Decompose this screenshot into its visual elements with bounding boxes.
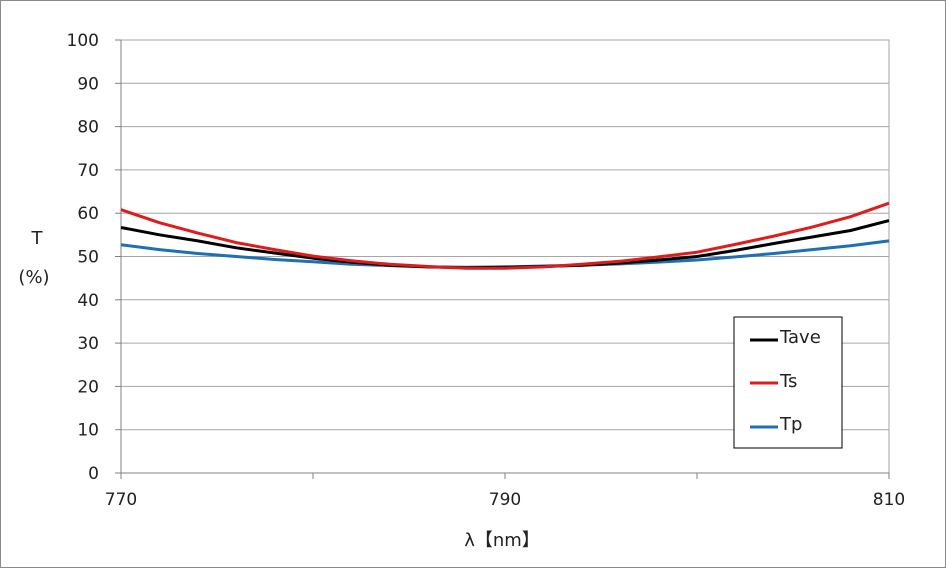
- x-tick-label-770: 770: [105, 490, 137, 510]
- y-tick-label-50: 50: [77, 248, 99, 268]
- y-tick-labels: 0 10 20 30 40 50 60 70 80 90 100: [67, 31, 99, 484]
- series-lines: [120, 201, 890, 270]
- series-line-ts: [120, 201, 890, 270]
- y-tick-label-20: 20: [77, 377, 99, 397]
- x-tick-label-790: 790: [489, 490, 521, 510]
- legend: Tave Ts Tp: [733, 316, 843, 449]
- y-tick-label-0: 0: [88, 464, 99, 484]
- y-tick-label-10: 10: [77, 421, 99, 441]
- legend-label-ts: Ts: [779, 371, 797, 392]
- y-axis-label-line1: T: [31, 228, 44, 249]
- y-tick-label-90: 90: [77, 74, 99, 94]
- legend-label-tp: Tp: [779, 414, 802, 435]
- y-tick-label-40: 40: [77, 291, 99, 311]
- series-line-tave: [120, 219, 890, 270]
- x-tick-label-810: 810: [873, 490, 905, 510]
- y-tick-label-70: 70: [77, 161, 99, 181]
- x-tick-labels: 770 790 810: [105, 490, 905, 510]
- y-axis-label-line2: (%): [18, 267, 49, 288]
- y-tick-label-30: 30: [77, 334, 99, 354]
- x-axis-label: λ【nm】: [464, 530, 540, 551]
- y-tick-label-80: 80: [77, 118, 99, 138]
- y-tick-label-100: 100: [67, 31, 99, 51]
- y-tick-label-60: 60: [77, 204, 99, 224]
- legend-label-tave: Tave: [779, 327, 821, 348]
